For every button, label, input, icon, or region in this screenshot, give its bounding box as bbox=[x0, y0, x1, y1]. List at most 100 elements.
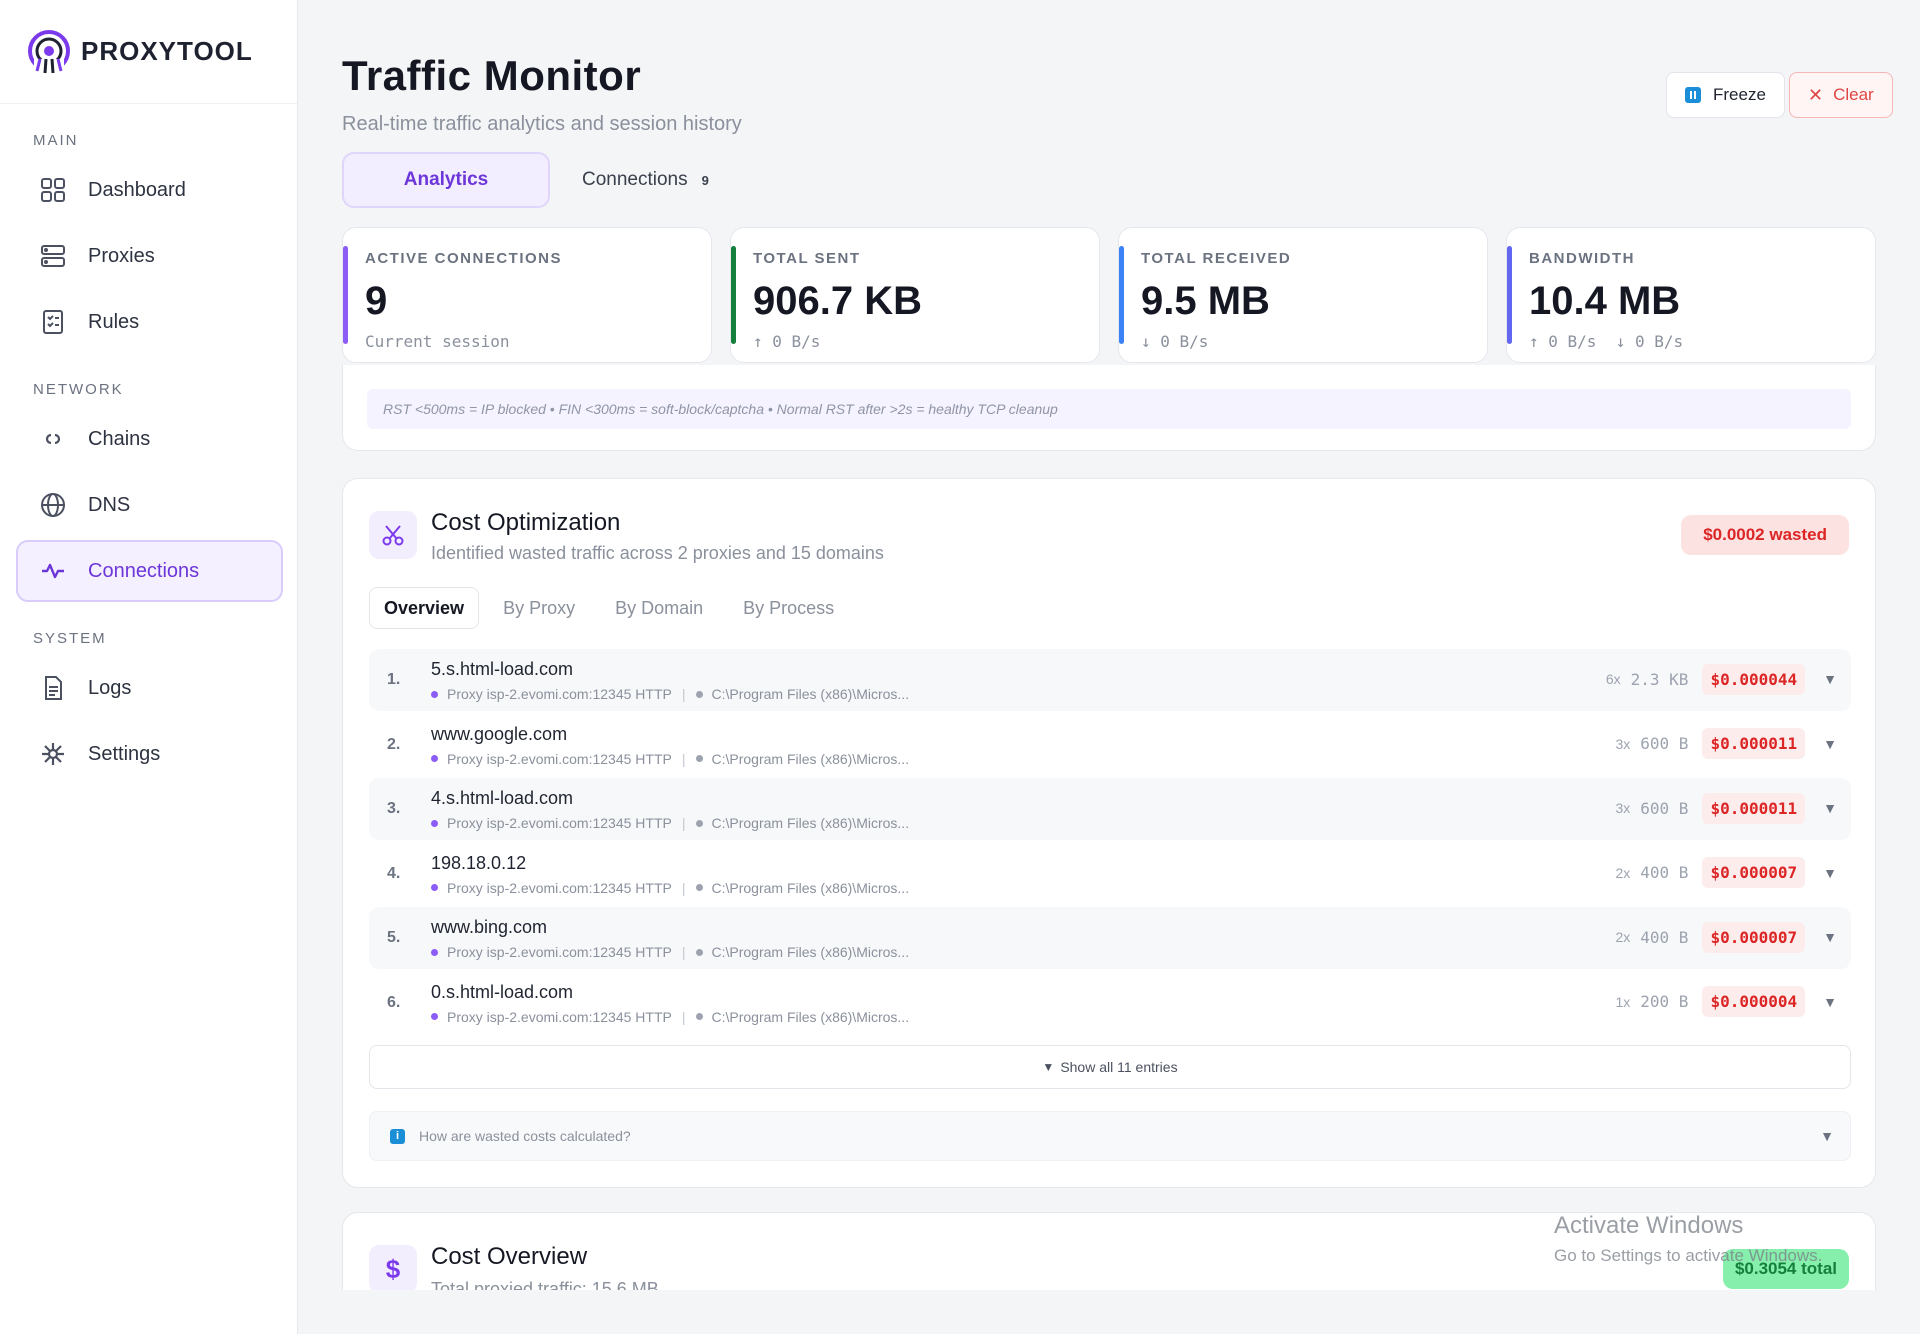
proxy-dot-icon bbox=[431, 819, 438, 827]
row-count: 6x bbox=[1605, 671, 1621, 687]
chevron-down-icon[interactable]: ▼ bbox=[1823, 800, 1837, 816]
accent-bar bbox=[731, 246, 736, 344]
sidebar-item-label: Settings bbox=[88, 742, 161, 765]
sidebar-item-dashboard[interactable]: Dashboard bbox=[16, 159, 283, 221]
tcp-legend-card: RST <500ms = IP blocked • FIN <300ms = s… bbox=[342, 365, 1876, 451]
row-stats: 1x 200 B $0.000004 ▼ bbox=[1615, 986, 1837, 1018]
row-meta: Proxy isp-2.evomi.com:12345 HTTP | C:\Pr… bbox=[431, 1009, 909, 1025]
row-rank: 2. bbox=[387, 735, 401, 753]
row-host: 198.18.0.12 bbox=[431, 852, 527, 873]
proxy-dot-icon bbox=[431, 1013, 438, 1020]
sidebar-item-label: Rules bbox=[88, 310, 140, 333]
tab-analytics[interactable]: Analytics bbox=[342, 152, 550, 208]
row-rank: 5. bbox=[387, 929, 401, 946]
cost-subtabs: Overview By Proxy By Domain By Process bbox=[369, 587, 874, 629]
proxy-dot-icon bbox=[431, 884, 438, 891]
row-meta: Proxy isp-2.evomi.com:12345 HTTP | C:\Pr… bbox=[431, 944, 909, 960]
cost-optimization-subtitle: Identified wasted traffic across 2 proxi… bbox=[431, 543, 884, 563]
chevron-down-icon[interactable]: ▼ bbox=[1823, 864, 1837, 881]
sidebar-item-connections[interactable]: Connections bbox=[16, 540, 283, 602]
row-size: 600 B bbox=[1640, 798, 1689, 818]
clear-button[interactable]: ✕ Clear bbox=[1789, 72, 1893, 118]
how-calculated-accordion[interactable]: i How are wasted costs calculated? ▼ bbox=[369, 1111, 1851, 1161]
caret-down-icon: ▼ bbox=[1042, 1060, 1055, 1074]
list-item[interactable]: 3. 4.s.html-load.com Proxy isp-2.evomi.c… bbox=[369, 778, 1851, 840]
cost-optimization-title: Cost Optimization bbox=[431, 509, 621, 536]
stat-label: TOTAL SENT bbox=[753, 250, 861, 267]
row-rank: 1. bbox=[387, 671, 401, 688]
stat-label: ACTIVE CONNECTIONS bbox=[365, 250, 563, 267]
list-item[interactable]: 2. www.google.com Proxy isp-2.evomi.com:… bbox=[369, 714, 1851, 776]
wasted-domains-list: 1. 5.s.html-load.com Proxy isp-2.evomi.c… bbox=[369, 649, 1851, 1036]
checklist-icon bbox=[38, 307, 68, 337]
sidebar-item-label: DNS bbox=[88, 493, 131, 516]
separator: | bbox=[681, 1008, 686, 1025]
sidebar-item-label: Proxies bbox=[88, 244, 155, 267]
subtab-by-process[interactable]: By Process bbox=[743, 597, 835, 618]
chevron-down-icon[interactable]: ▼ bbox=[1823, 671, 1837, 687]
row-count: 2x bbox=[1615, 864, 1631, 881]
row-rank: 6. bbox=[387, 993, 401, 1011]
brand[interactable]: PROXYTOOL bbox=[0, 0, 297, 104]
sidebar-item-chains[interactable]: Chains bbox=[16, 408, 283, 470]
process-dot-icon bbox=[695, 755, 703, 762]
row-proxy: Proxy isp-2.evomi.com:12345 HTTP bbox=[447, 879, 672, 896]
subtab-by-proxy[interactable]: By Proxy bbox=[503, 597, 576, 618]
list-item[interactable]: 4. 198.18.0.12 Proxy isp-2.evomi.com:123… bbox=[369, 843, 1851, 905]
sidebar-item-proxies[interactable]: Proxies bbox=[16, 225, 283, 287]
show-all-label: Show all 11 entries bbox=[1060, 1059, 1178, 1075]
how-calculated-label: How are wasted costs calculated? bbox=[419, 1128, 631, 1144]
row-cost: $0.000007 bbox=[1702, 857, 1806, 888]
stat-value: 906.7 KB bbox=[753, 279, 922, 323]
stat-subtext: ↑ 0 B/s ↓ 0 B/s bbox=[1529, 332, 1684, 351]
sidebar-item-logs[interactable]: Logs bbox=[16, 657, 283, 719]
page-title: Traffic Monitor bbox=[342, 52, 642, 99]
row-meta: Proxy isp-2.evomi.com:12345 HTTP | C:\Pr… bbox=[431, 815, 909, 831]
row-process: C:\Program Files (x86)\Micros... bbox=[711, 815, 910, 831]
sidebar: PROXYTOOL MAIN Dashboard Proxies Rules N… bbox=[0, 0, 298, 1334]
stat-value: 10.4 MB bbox=[1529, 279, 1681, 323]
stats-row: ACTIVE CONNECTIONS 9 Current session TOT… bbox=[342, 227, 1876, 363]
row-host: 4.s.html-load.com bbox=[431, 788, 574, 808]
sidebar-item-label: Connections bbox=[88, 559, 200, 582]
gear-icon bbox=[38, 739, 68, 769]
list-item[interactable]: 1. 5.s.html-load.com Proxy isp-2.evomi.c… bbox=[369, 649, 1851, 711]
stat-label: TOTAL RECEIVED bbox=[1141, 250, 1292, 267]
process-dot-icon bbox=[695, 948, 703, 956]
row-proxy: Proxy isp-2.evomi.com:12345 HTTP bbox=[447, 944, 672, 960]
row-size: 400 B bbox=[1640, 863, 1689, 882]
row-size: 600 B bbox=[1640, 734, 1689, 753]
separator: | bbox=[681, 944, 686, 960]
accent-bar bbox=[1119, 246, 1124, 344]
stat-card-total-received: TOTAL RECEIVED 9.5 MB ↓ 0 B/s bbox=[1118, 227, 1488, 363]
sidebar-item-settings[interactable]: Settings bbox=[16, 723, 283, 785]
nav-section-system: SYSTEM bbox=[33, 630, 107, 647]
stat-card-bandwidth: BANDWIDTH 10.4 MB ↑ 0 B/s ↓ 0 B/s bbox=[1506, 227, 1876, 363]
tab-connections[interactable]: Connections 9 bbox=[550, 152, 709, 208]
list-item[interactable]: 6. 0.s.html-load.com Proxy isp-2.evomi.c… bbox=[369, 972, 1851, 1034]
row-count: 1x bbox=[1615, 993, 1631, 1010]
row-proxy: Proxy isp-2.evomi.com:12345 HTTP bbox=[447, 750, 672, 767]
sidebar-item-dns[interactable]: DNS bbox=[16, 474, 283, 536]
row-count: 3x bbox=[1615, 800, 1631, 816]
subtab-overview[interactable]: Overview bbox=[369, 587, 480, 629]
subtab-by-domain[interactable]: By Domain bbox=[615, 597, 704, 618]
row-cost: $0.000011 bbox=[1702, 728, 1806, 759]
sidebar-item-label: Dashboard bbox=[88, 178, 186, 201]
chevron-down-icon[interactable]: ▼ bbox=[1823, 993, 1837, 1010]
dollar-icon: $ bbox=[369, 1245, 417, 1293]
sidebar-item-rules[interactable]: Rules bbox=[16, 291, 283, 353]
chevron-down-icon[interactable]: ▼ bbox=[1823, 735, 1837, 752]
chevron-down-icon[interactable]: ▼ bbox=[1823, 929, 1837, 945]
watermark-title: Activate Windows bbox=[1554, 1212, 1744, 1239]
process-dot-icon bbox=[695, 690, 703, 698]
chevron-down-icon: ▼ bbox=[1820, 1128, 1834, 1144]
tab-label: Analytics bbox=[403, 169, 489, 190]
sidebar-item-label: Chains bbox=[88, 427, 151, 450]
tcp-legend-note: RST <500ms = IP blocked • FIN <300ms = s… bbox=[367, 389, 1851, 429]
proxy-dot-icon bbox=[431, 948, 438, 956]
freeze-button[interactable]: Freeze bbox=[1666, 72, 1785, 118]
show-all-button[interactable]: ▼ Show all 11 entries bbox=[369, 1045, 1851, 1089]
list-item[interactable]: 5. www.bing.com Proxy isp-2.evomi.com:12… bbox=[369, 907, 1851, 969]
row-cost: $0.000004 bbox=[1702, 986, 1806, 1017]
